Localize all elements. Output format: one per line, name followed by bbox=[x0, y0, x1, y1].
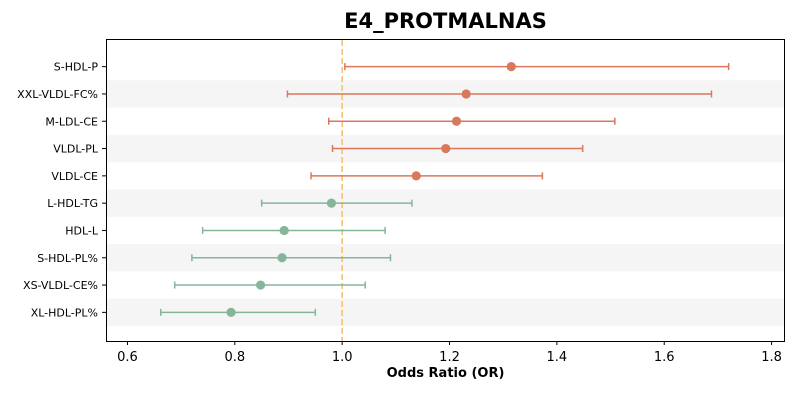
x-tick-label: 1.8 bbox=[761, 350, 782, 365]
odds-ratio-point bbox=[277, 253, 287, 263]
odds-ratio-point bbox=[255, 280, 266, 290]
x-tick-label: 0.6 bbox=[117, 350, 138, 365]
point-estimate-layer bbox=[226, 62, 516, 317]
row-shading-layer bbox=[107, 80, 785, 326]
y-tick-label: L-HDL-TG bbox=[47, 197, 98, 210]
x-tick-label: 0.8 bbox=[224, 350, 245, 365]
y-tick-label: M-LDL-CE bbox=[45, 115, 98, 128]
odds-ratio-point bbox=[279, 225, 289, 236]
y-tick-label: VLDL-CE bbox=[51, 170, 98, 183]
y-tick-label: XXL-VLDL-FC% bbox=[17, 88, 98, 101]
x-tick-label: 1.6 bbox=[654, 350, 675, 365]
y-tick-label: VLDL-PL bbox=[53, 143, 99, 156]
y-tick-layer: S-HDL-P XXL-VLDL-FC% M-LDL-CE VLDL-PL VLDL-C… bbox=[17, 61, 106, 319]
row-shade bbox=[107, 189, 785, 217]
confidence-interval-layer bbox=[159, 63, 730, 316]
odds-ratio-point bbox=[226, 307, 236, 317]
y-tick-label: XS-VLDL-CE% bbox=[23, 279, 98, 292]
odds-ratio-point bbox=[461, 89, 471, 99]
y-tick-label: S-HDL-P bbox=[54, 61, 99, 74]
odds-ratio-point bbox=[326, 198, 337, 208]
chart-title: E4_PROTMALNAS bbox=[344, 9, 547, 33]
odds-ratio-point bbox=[506, 62, 516, 72]
x-tick-label: 1.2 bbox=[439, 350, 460, 365]
odds-ratio-point bbox=[441, 143, 451, 154]
x-tick-label: 1.4 bbox=[547, 350, 568, 365]
x-tick-label: 1.0 bbox=[332, 350, 353, 365]
y-tick-label: HDL-L bbox=[65, 224, 99, 237]
y-tick-label: S-HDL-PL% bbox=[37, 252, 98, 265]
plot-frame bbox=[106, 39, 785, 342]
odds-ratio-point bbox=[451, 116, 462, 126]
odds-ratio-point bbox=[411, 171, 421, 181]
x-tick-layer: 0.6 0.8 1.0 1.2 1.4 1.6 1.8 bbox=[117, 341, 782, 365]
y-tick-label: XL-HDL-PL% bbox=[31, 306, 98, 319]
x-axis-label: Odds Ratio (OR) bbox=[386, 366, 505, 381]
